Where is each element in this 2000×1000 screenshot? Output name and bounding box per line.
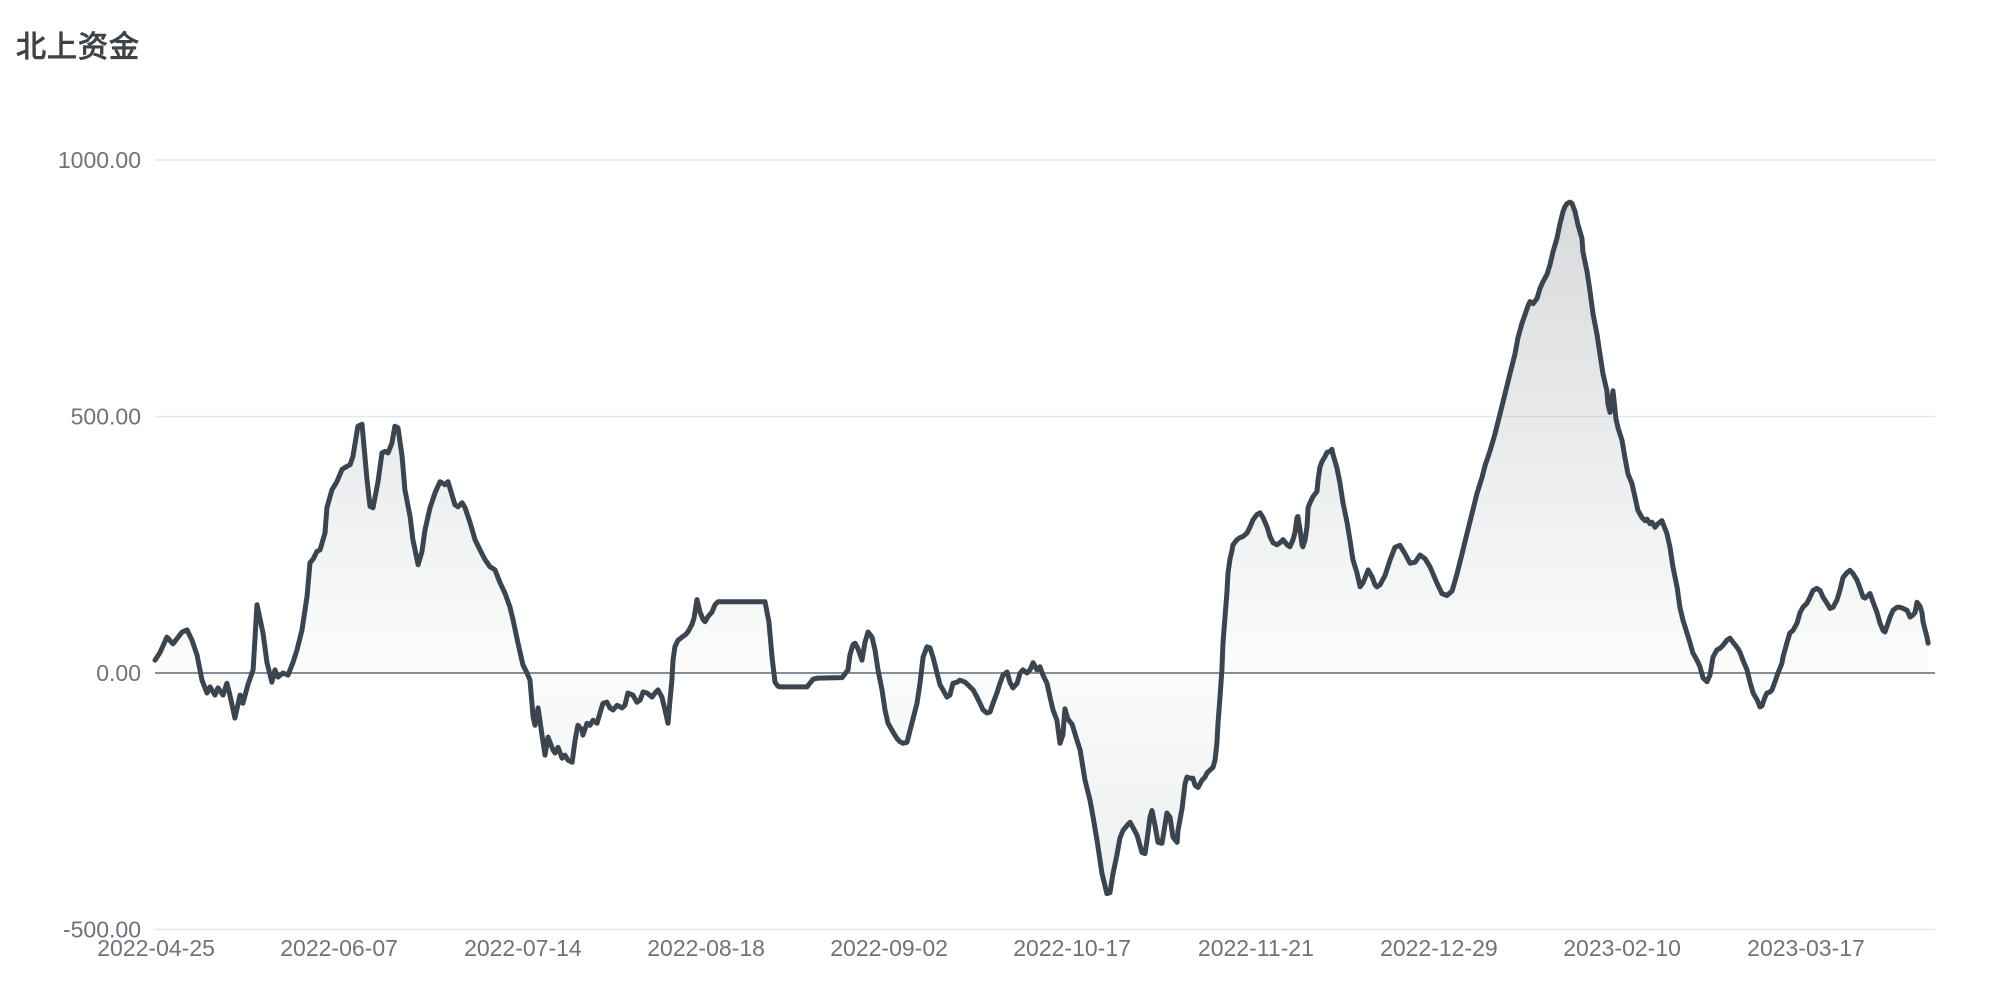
x-tick-label: 2022-12-29 <box>1380 935 1498 961</box>
x-tick-label: 2022-07-14 <box>464 935 582 961</box>
x-tick-label: 2023-03-17 <box>1747 935 1865 961</box>
x-tick-label: 2022-06-07 <box>280 935 398 961</box>
x-tick-label: 2022-04-25 <box>97 935 215 961</box>
y-tick-label: -500.00 <box>63 917 141 943</box>
y-tick-label: 1000.00 <box>58 147 141 173</box>
x-tick-label: 2022-08-18 <box>647 935 765 961</box>
series-area <box>155 202 1929 894</box>
series-line[interactable] <box>152 199 1931 897</box>
x-tick-label: 2022-10-17 <box>1013 935 1131 961</box>
chart-title: 北上资金 <box>16 30 140 65</box>
x-tick-label: 2022-11-21 <box>1198 935 1314 961</box>
y-tick-label: 0.00 <box>96 660 141 686</box>
x-tick-label: 2022-09-02 <box>830 935 948 961</box>
x-tick-label: 2023-02-10 <box>1563 935 1681 961</box>
y-tick-label: 500.00 <box>71 404 141 430</box>
